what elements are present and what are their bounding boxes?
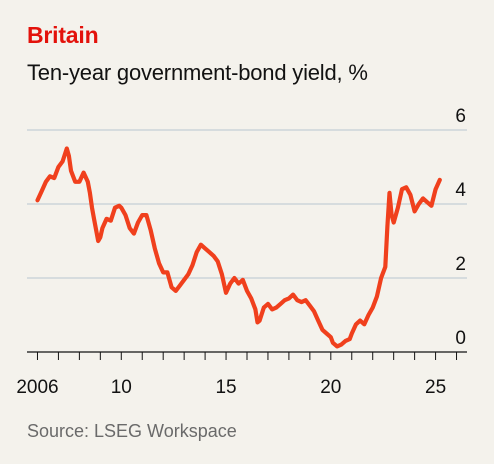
x-tick-label-20: 20: [320, 377, 341, 398]
series-line-yield: [35, 146, 442, 349]
chart-subtitle: Ten-year government-bond yield, %: [27, 60, 368, 85]
x-tick-label-25: 25: [425, 377, 446, 398]
y-tick-label-4: 4: [455, 180, 466, 201]
x-tick-label-15: 15: [215, 377, 236, 398]
y-tick-label-6: 6: [455, 106, 466, 127]
y-tick-label-2: 2: [455, 254, 466, 275]
chart-title: Britain: [27, 22, 99, 48]
chart-source: Source: LSEG Workspace: [27, 421, 237, 441]
y-tick-label-0: 0: [455, 328, 466, 349]
x-tick-label-10: 10: [111, 377, 132, 398]
x-tick-label-2006: 2006: [16, 377, 58, 398]
